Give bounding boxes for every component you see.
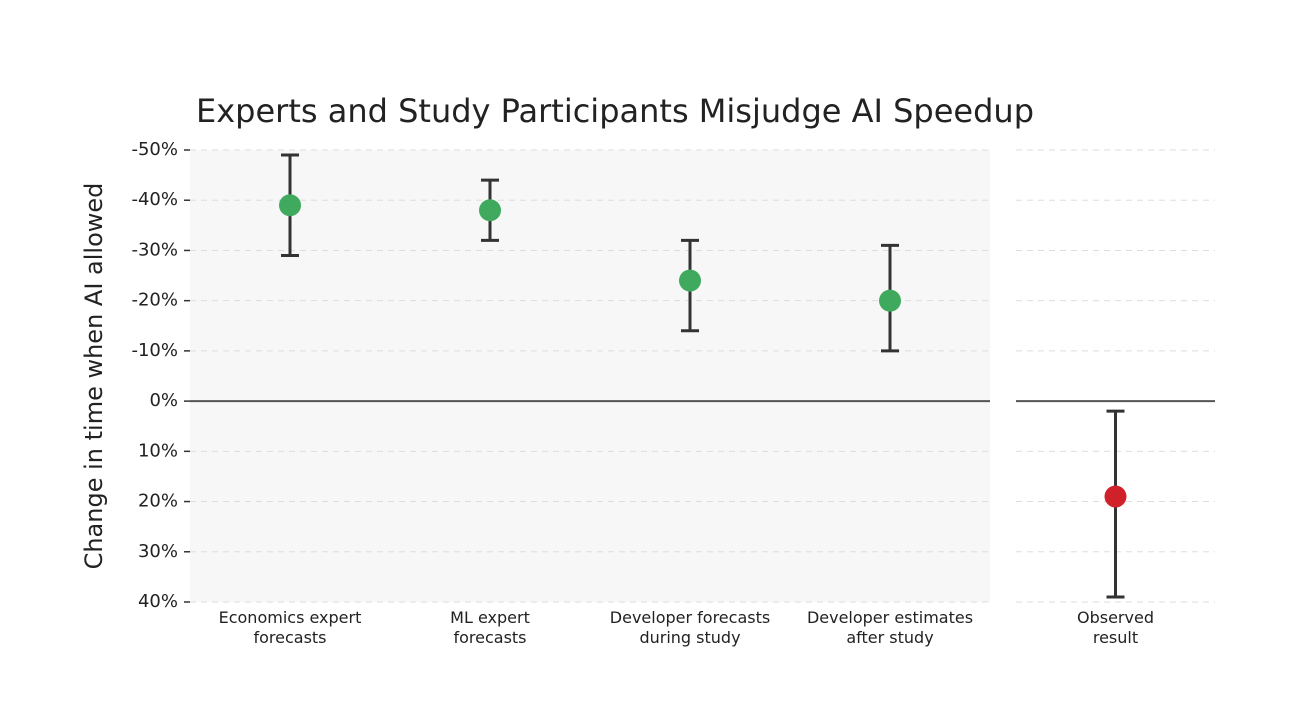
point: [879, 289, 901, 312]
y-tick-label: 10%: [138, 440, 178, 461]
point: [1104, 485, 1127, 508]
x-tick-label: Economics expert forecasts: [219, 608, 362, 647]
y-tick-label: 40%: [138, 591, 178, 612]
y-tick-label: 0%: [149, 390, 178, 411]
y-tick-label: -20%: [131, 290, 178, 311]
point: [279, 194, 301, 217]
point: [679, 269, 701, 292]
x-tick-label: Observed result: [1077, 608, 1154, 647]
x-tick-label: Developer forecasts during study: [610, 608, 770, 647]
chart-title: Experts and Study Participants Misjudge …: [196, 92, 1034, 130]
y-tick-label: -50%: [131, 139, 178, 160]
x-tick-label: ML expert forecasts: [450, 608, 530, 647]
y-tick-label: -40%: [131, 189, 178, 210]
y-tick-label: -30%: [131, 239, 178, 260]
plot-background: [190, 150, 990, 602]
y-tick-label: -10%: [131, 340, 178, 361]
point: [479, 199, 501, 222]
y-tick-label: 20%: [138, 491, 178, 512]
y-tick-label: 30%: [138, 541, 178, 562]
x-tick-label: Developer estimates after study: [807, 608, 973, 647]
y-axis-label: Change in time when AI allowed: [80, 183, 108, 570]
